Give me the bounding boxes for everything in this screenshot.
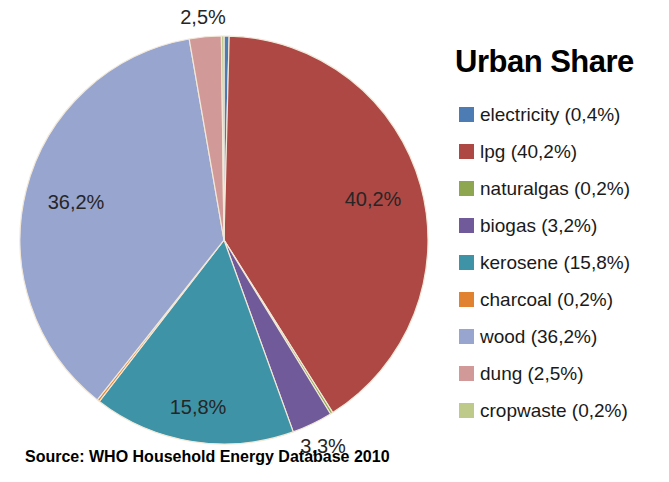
legend-swatch-biogas (459, 218, 474, 233)
pie-data-label-dung: 2,5% (180, 6, 226, 29)
pie-data-label-kerosene: 15,8% (170, 396, 227, 419)
legend-swatch-cropwaste (459, 403, 474, 418)
legend-item-charcoal: charcoal (0,2%) (459, 281, 630, 318)
legend-label-cropwaste: cropwaste (0,2%) (480, 400, 628, 422)
legend-label-charcoal: charcoal (0,2%) (480, 289, 613, 311)
pie-data-label-lpg: 40,2% (345, 188, 402, 211)
chart-title: Urban Share (455, 44, 669, 80)
source-caption: Source: WHO Household Energy Database 20… (25, 448, 390, 466)
legend-label-wood: wood (36,2%) (480, 326, 597, 348)
legend-label-biogas: biogas (3,2%) (480, 215, 597, 237)
legend-swatch-wood (459, 329, 474, 344)
legend-item-lpg: lpg (40,2%) (459, 133, 630, 170)
chart-canvas: 40,2%3,3%15,8%36,2%2,5% Urban Share elec… (0, 0, 669, 482)
legend-item-electricity: electricity (0,4%) (459, 96, 630, 133)
legend-item-kerosene: kerosene (15,8%) (459, 244, 630, 281)
legend-item-naturalgas: naturalgas (0,2%) (459, 170, 630, 207)
legend-item-wood: wood (36,2%) (459, 318, 630, 355)
legend: electricity (0,4%) lpg (40,2%) naturalgas … (459, 96, 630, 429)
legend-swatch-kerosene (459, 255, 474, 270)
legend-label-naturalgas: naturalgas (0,2%) (480, 178, 630, 200)
legend-item-cropwaste: cropwaste (0,2%) (459, 392, 630, 429)
legend-swatch-naturalgas (459, 181, 474, 196)
legend-swatch-charcoal (459, 292, 474, 307)
legend-label-lpg: lpg (40,2%) (480, 141, 577, 163)
legend-item-dung: dung (2,5%) (459, 355, 630, 392)
legend-label-kerosene: kerosene (15,8%) (480, 252, 630, 274)
legend-swatch-lpg (459, 144, 474, 159)
legend-swatch-dung (459, 366, 474, 381)
legend-label-dung: dung (2,5%) (480, 363, 584, 385)
legend-item-biogas: biogas (3,2%) (459, 207, 630, 244)
legend-swatch-electricity (459, 107, 474, 122)
legend-label-electricity: electricity (0,4%) (480, 104, 620, 126)
pie-data-label-wood: 36,2% (48, 191, 105, 214)
